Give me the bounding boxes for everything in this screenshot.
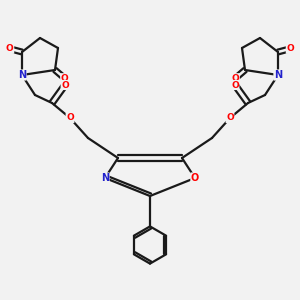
Text: O: O <box>232 74 239 83</box>
Text: N: N <box>274 70 282 80</box>
Text: O: O <box>191 173 199 183</box>
Text: N: N <box>18 70 26 80</box>
Text: N: N <box>101 173 109 183</box>
Text: O: O <box>231 80 239 89</box>
Text: O: O <box>66 113 74 122</box>
Text: O: O <box>61 74 68 83</box>
Text: O: O <box>226 113 234 122</box>
Text: O: O <box>286 44 294 53</box>
Text: O: O <box>61 80 69 89</box>
Text: O: O <box>6 44 14 53</box>
